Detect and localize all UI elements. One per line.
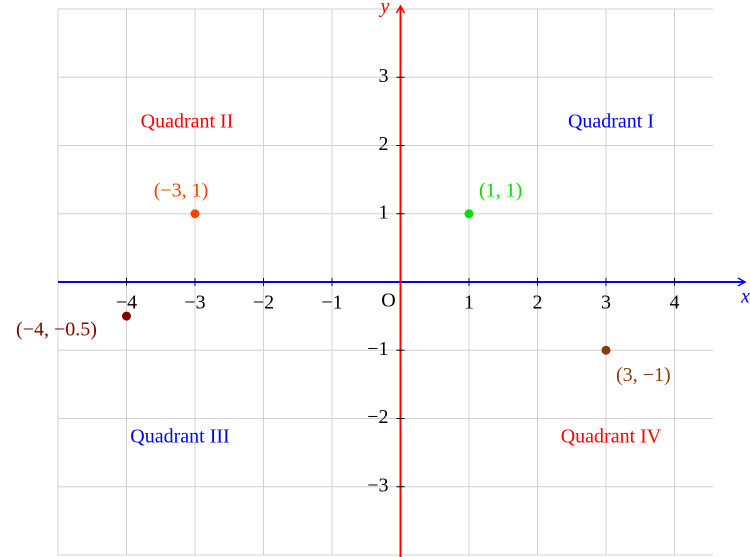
point-label: (1, 1) <box>479 179 522 201</box>
point-label: (3, −1) <box>616 364 671 386</box>
x-tick-label: 3 <box>601 292 611 314</box>
quadrant-label: Quadrant I <box>568 111 654 133</box>
x-tick-label: −4 <box>116 292 137 314</box>
point <box>122 311 131 321</box>
origin-label: O <box>381 290 395 312</box>
point <box>464 209 474 219</box>
x-tick-label: −3 <box>184 292 205 314</box>
y-tick-label: −2 <box>367 406 388 428</box>
point-label: (−4, −0.5) <box>16 319 97 341</box>
x-tick-label: 2 <box>533 292 543 314</box>
y-tick-label: −1 <box>367 338 388 360</box>
x-tick-label: −1 <box>321 292 342 314</box>
x-tick-label: 4 <box>670 292 680 314</box>
x-tick-label: −2 <box>253 292 274 314</box>
x-axis-label: x <box>740 286 750 308</box>
y-axis-label: y <box>379 0 390 18</box>
quadrant-label: Quadrant II <box>141 111 234 133</box>
point <box>601 345 611 355</box>
y-tick-label: −3 <box>367 474 388 496</box>
quadrant-label: Quadrant III <box>130 426 229 448</box>
quadrant-label: Quadrant IV <box>561 426 662 448</box>
point <box>190 209 200 219</box>
y-tick-label: 2 <box>379 133 389 155</box>
y-tick-label: 3 <box>379 65 389 87</box>
point-label: (−3, 1) <box>154 179 209 201</box>
y-tick-label: 1 <box>379 201 389 223</box>
x-tick-label: 1 <box>464 292 474 314</box>
